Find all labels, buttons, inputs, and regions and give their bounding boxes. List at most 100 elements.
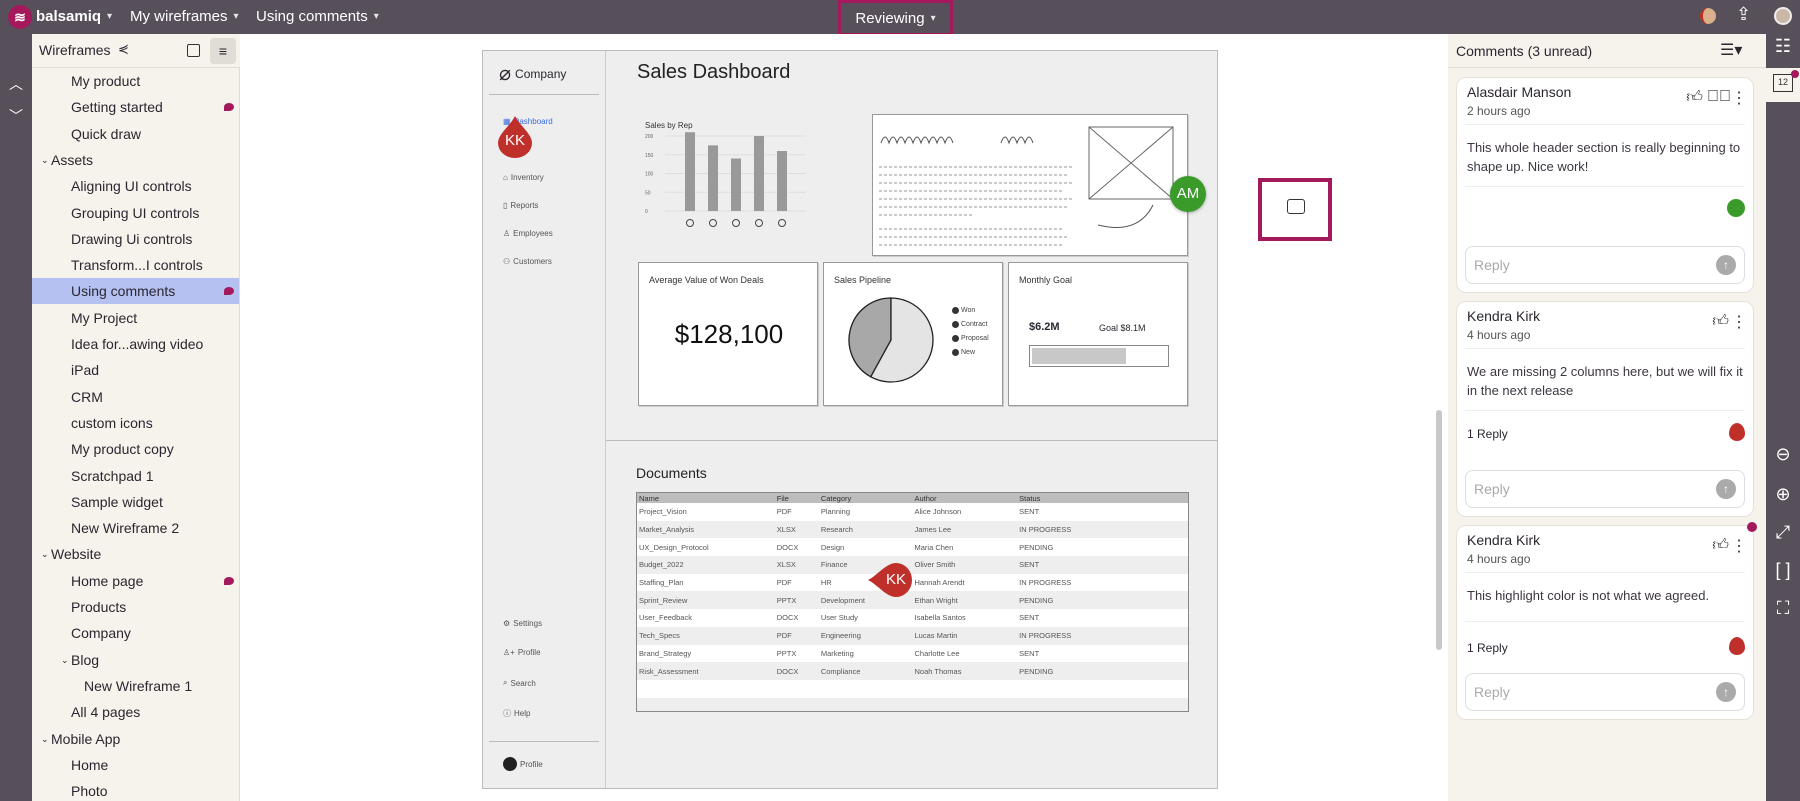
thumbs-up-icon[interactable]: 👍︎	[1686, 89, 1703, 106]
left-nav-strip: ︿ ﹀	[0, 34, 32, 801]
nav-search[interactable]: ⌕ Search	[503, 678, 536, 688]
nav-customers[interactable]: ⚇ Customers	[503, 257, 552, 266]
tree-item[interactable]: iPad	[32, 357, 239, 383]
tree-group[interactable]: ⌄ Mobile App	[32, 726, 239, 752]
chevron-down-icon[interactable]: ﹀	[9, 108, 23, 124]
nav-reports[interactable]: ▯ Reports	[503, 201, 538, 210]
wireframe-mockup[interactable]: ⌀Company ▦Dashboard ▭ ⌂Inventory ▯Report…	[482, 50, 1218, 789]
tree-item[interactable]: Aligning UI controls	[32, 173, 239, 199]
comment-card[interactable]: Kendra Kirk 4 hours ago 👍︎ ⋮ This highli…	[1456, 522, 1757, 720]
table-cell: Market_Analysis	[637, 520, 775, 539]
fit-brackets-icon[interactable]: [ ]	[1775, 560, 1791, 580]
nav-add-profile[interactable]: ♙+ Profile	[503, 648, 541, 657]
reply-count[interactable]: 1 Reply	[1467, 427, 1508, 441]
tree-item[interactable]: Idea for...awing video	[32, 331, 239, 357]
divider	[1465, 621, 1745, 622]
tree-item[interactable]: CRM	[32, 384, 239, 410]
tree-item[interactable]: Quick draw	[32, 121, 239, 147]
thumbnail-view-icon[interactable]	[187, 44, 200, 57]
list-view-icon[interactable]: ≡	[210, 38, 236, 64]
expand-icon[interactable]: ⤢	[1775, 522, 1791, 542]
tree-item[interactable]: Company	[32, 620, 239, 646]
tree-item[interactable]: Scratchpad 1	[32, 463, 239, 489]
comment-pin-kk[interactable]: KK	[498, 116, 532, 158]
resolve-check-icon[interactable]: ✓⃝	[1707, 88, 1731, 105]
comment-pin-kk-table[interactable]: KK	[868, 563, 912, 597]
tree-item[interactable]: Sample widget	[32, 489, 239, 515]
comment-card[interactable]: Kendra Kirk 4 hours ago 👍︎ ⋮ We are miss…	[1456, 301, 1754, 517]
comment-card[interactable]: Alasdair Manson 2 hours ago 👍︎ ✓⃝ ⋮ This…	[1456, 77, 1754, 293]
nav-settings[interactable]: ⚙ Settings	[503, 619, 542, 628]
reviewing-mode-button[interactable]: Reviewing ▾	[838, 0, 953, 36]
more-options-icon[interactable]: ⋮	[1731, 314, 1747, 331]
table-row: Budget_2022 XLSX Finance Oliver Smith SENT	[637, 556, 1188, 574]
fit-selection-icon[interactable]: ⛶	[1776, 598, 1790, 618]
page-menu[interactable]: Using comments ▾	[256, 8, 379, 25]
filter-icon[interactable]: ☰▾	[1720, 42, 1743, 59]
tree-group[interactable]: ⌄ Blog	[32, 647, 239, 673]
more-options-icon[interactable]: ⋮	[1731, 538, 1747, 555]
tree-item[interactable]: New Wireframe 2	[32, 515, 239, 541]
tree-item[interactable]: My product copy	[32, 436, 239, 462]
project-menu[interactable]: My wireframes ▾	[130, 8, 239, 25]
table-row: UX_Design_Protocol DOCX Design Maria Chen PE…	[637, 538, 1188, 556]
table-cell: Budget_2022	[637, 556, 775, 574]
add-comment-button[interactable]	[1258, 178, 1332, 241]
comments-tab[interactable]: 12	[1766, 68, 1800, 102]
tree-item[interactable]: Using comments	[32, 278, 239, 305]
zoom-in-icon[interactable]: ⊕	[1775, 484, 1791, 504]
tree-group[interactable]: ⌄ Website	[32, 541, 239, 567]
tree-item[interactable]: New Wireframe 1	[32, 673, 239, 699]
send-arrow-icon[interactable]: ↑	[1716, 479, 1736, 499]
nav-inventory[interactable]: ⌂ Inventory	[503, 173, 544, 182]
comment-pin-marker-icon[interactable]	[1729, 423, 1745, 441]
tree-item[interactable]: Products	[32, 594, 239, 620]
column-header[interactable]: Author	[912, 493, 1018, 503]
tree-item[interactable]: Drawing Ui controls	[32, 226, 239, 252]
tree-item[interactable]: custom icons	[32, 410, 239, 436]
collaborator-avatar[interactable]	[1700, 8, 1716, 24]
send-arrow-icon[interactable]: ↑	[1716, 682, 1736, 702]
share-icon[interactable]: ⇪	[1736, 4, 1752, 24]
user-avatar[interactable]	[1774, 7, 1792, 25]
tree-item[interactable]: My Project	[32, 305, 239, 331]
thumbs-up-icon[interactable]: 👍︎	[1712, 313, 1729, 330]
thumbs-up-icon[interactable]: 👍︎	[1712, 537, 1729, 554]
tree-item[interactable]: Home page	[32, 568, 239, 594]
column-header[interactable]: Status	[1017, 493, 1188, 503]
nav-employees[interactable]: ♙ Employees	[503, 229, 553, 238]
tree-item[interactable]: Photo	[32, 778, 239, 801]
wireframe-tree: My product Getting started Quick draw ⌄ Asse…	[32, 68, 240, 801]
column-header[interactable]: Category	[818, 493, 913, 503]
nav-profile[interactable]: Profile	[503, 757, 543, 771]
balsamiq-logo-icon[interactable]: ≋	[8, 5, 32, 29]
send-arrow-icon[interactable]: ↑	[1716, 255, 1736, 275]
comment-pin-am[interactable]: AM	[1170, 176, 1206, 212]
tree-item[interactable]: My product	[32, 68, 239, 94]
reply-input[interactable]: Reply ↑	[1465, 470, 1745, 508]
table-cell: Planning	[820, 507, 851, 517]
nav-help[interactable]: ⓘ Help	[503, 708, 530, 719]
tree-group[interactable]: ⌄ Assets	[32, 147, 239, 173]
reply-input[interactable]: Reply ↑	[1465, 673, 1745, 711]
reply-count[interactable]: 1 Reply	[1467, 641, 1508, 655]
commenter-marker-icon[interactable]	[1727, 199, 1745, 217]
zoom-out-icon[interactable]: ⊖	[1775, 444, 1791, 464]
tree-item[interactable]: Getting started	[32, 94, 239, 120]
more-options-icon[interactable]: ⋮	[1731, 90, 1747, 107]
properties-sliders-icon[interactable]: ☷	[1774, 36, 1792, 56]
reply-input[interactable]: Reply ↑	[1465, 246, 1745, 284]
share-link-icon[interactable]: ⋞	[118, 41, 129, 56]
legend-item: New	[952, 349, 989, 356]
column-header[interactable]: Name	[637, 493, 775, 503]
tree-item[interactable]: All 4 pages	[32, 699, 239, 725]
tree-item[interactable]: Transform...I controls	[32, 252, 239, 278]
brand-menu[interactable]: balsamiq ▾	[36, 8, 112, 25]
canvas-scrollbar[interactable]	[1436, 410, 1442, 650]
chevron-up-icon[interactable]: ︿	[9, 76, 23, 92]
nav-dashboard[interactable]: ▦ Dashboard	[503, 117, 553, 126]
comment-pin-marker-icon[interactable]	[1729, 637, 1745, 655]
tree-item[interactable]: Grouping UI controls	[32, 200, 239, 226]
column-header[interactable]: File	[774, 493, 819, 503]
tree-item[interactable]: Home	[32, 752, 239, 778]
